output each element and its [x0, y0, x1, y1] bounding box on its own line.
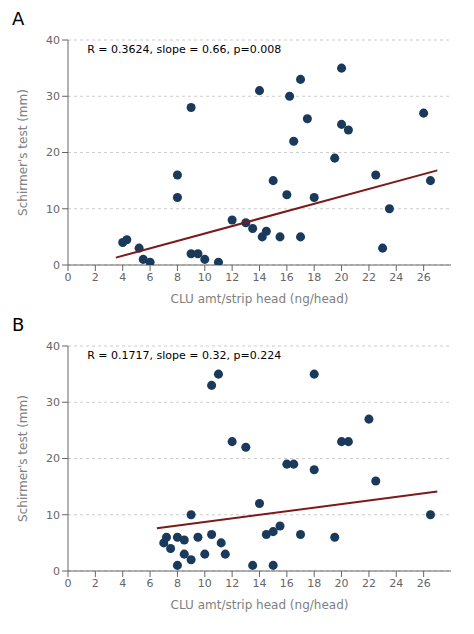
svg-text:10: 10: [46, 203, 60, 216]
html-text:B: B: [12, 314, 25, 335]
svg-text:6: 6: [147, 577, 154, 590]
svg-text:2: 2: [92, 271, 99, 284]
svg-text:20: 20: [335, 271, 349, 284]
svg-text:20: 20: [46, 146, 60, 159]
svg-text:Schirmer's test (mm): Schirmer's test (mm): [16, 395, 30, 522]
svg-text:4: 4: [119, 271, 126, 284]
svg-text:4: 4: [119, 577, 126, 590]
svg-text:10: 10: [46, 509, 60, 522]
svg-text:16: 16: [280, 577, 294, 590]
svg-text:40: 40: [46, 340, 60, 353]
svg-text:18: 18: [307, 577, 321, 590]
html-text:R = 0.3624, slope = 0.66, p=0.: R = 0.3624, slope = 0.66, p=0.008: [87, 43, 282, 56]
svg-text:24: 24: [389, 271, 403, 284]
svg-text:CLU amt/strip head (ng/head): CLU amt/strip head (ng/head): [171, 598, 349, 612]
svg-text:10: 10: [198, 577, 212, 590]
svg-text:2: 2: [92, 577, 99, 590]
html-text:A: A: [12, 8, 25, 29]
svg-text:30: 30: [46, 90, 60, 103]
svg-text:0: 0: [53, 565, 60, 578]
svg-text:40: 40: [46, 34, 60, 47]
svg-text:0: 0: [65, 271, 72, 284]
svg-text:20: 20: [46, 452, 60, 465]
svg-text:22: 22: [362, 271, 376, 284]
html-text:R = 0.1717, slope = 0.32, p=0.: R = 0.1717, slope = 0.32, p=0.224: [87, 349, 282, 362]
svg-text:20: 20: [335, 577, 349, 590]
svg-text:12: 12: [225, 271, 239, 284]
svg-text:22: 22: [362, 577, 376, 590]
svg-text:16: 16: [280, 271, 294, 284]
svg-text:Schirmer's test (mm): Schirmer's test (mm): [16, 89, 30, 216]
svg-text:26: 26: [417, 271, 431, 284]
svg-text:CLU amt/strip head (ng/head): CLU amt/strip head (ng/head): [171, 292, 349, 306]
svg-text:6: 6: [147, 271, 154, 284]
svg-text:12: 12: [225, 577, 239, 590]
svg-text:18: 18: [307, 271, 321, 284]
svg-text:8: 8: [174, 577, 181, 590]
svg-text:0: 0: [53, 259, 60, 272]
svg-text:0: 0: [65, 577, 72, 590]
svg-text:10: 10: [198, 271, 212, 284]
svg-text:24: 24: [389, 577, 403, 590]
svg-text:14: 14: [253, 271, 267, 284]
svg-text:14: 14: [253, 577, 267, 590]
svg-text:30: 30: [46, 396, 60, 409]
svg-text:8: 8: [174, 271, 181, 284]
svg-text:26: 26: [417, 577, 431, 590]
